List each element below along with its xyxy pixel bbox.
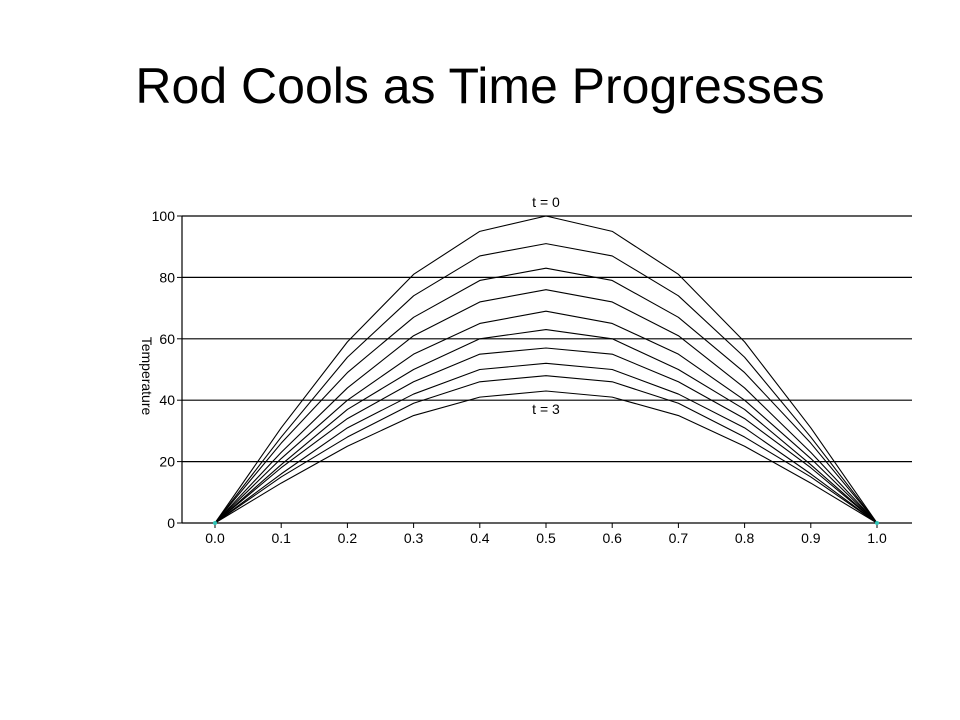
end-endpoint-marker [875,521,879,525]
series-line-8 [214,362,878,524]
y-tick-label: 60 [159,331,175,347]
x-tick-label: 0.2 [338,530,358,546]
series-lines [214,215,878,524]
y-tick-label: 20 [159,454,175,470]
x-tick-label: 0.9 [801,530,821,546]
x-tick-label: 0.6 [602,530,622,546]
series-line-2 [214,243,878,524]
y-tick-label: 100 [152,208,176,224]
x-tick-label: 0.7 [669,530,689,546]
annotation-label: t = 0 [532,194,560,210]
series-line-9 [214,375,878,524]
x-tick-label: 0.8 [735,530,755,546]
x-tick-labels: 0.0 0.1 0.2 0.3 0.4 0.5 0.6 0.7 0.8 0.9 1.0 [205,530,887,546]
series-line-6 [214,329,878,524]
y-tick-label: 80 [159,269,175,285]
y-axis-label: Temperature [139,337,155,416]
y-tick-label: 40 [159,392,175,408]
series-line-5 [214,310,878,524]
x-tick-label: 0.0 [205,530,225,546]
endpoint-markers [213,521,879,525]
series-line-10 [214,390,878,524]
annotation-label: t = 3 [532,401,560,417]
grid-lines [182,215,912,463]
axes [177,215,912,528]
x-tick-label: 0.5 [536,530,556,546]
x-tick-label: 1.0 [867,530,887,546]
x-tick-label: 0.1 [271,530,291,546]
series-line-3 [214,267,878,524]
slide-title: Rod Cools as Time Progresses [135,58,825,114]
y-tick-label: 0 [167,515,175,531]
series-line-4 [214,289,878,524]
series-line-1 [214,215,878,524]
start-endpoint-marker [213,521,217,525]
series-line-7 [214,347,878,524]
x-tick-label: 0.4 [470,530,490,546]
annotations: t = 0 t = 3 [532,194,560,417]
y-tick-labels: 0 20 40 60 80 100 [152,208,176,531]
x-tick-label: 0.3 [404,530,424,546]
